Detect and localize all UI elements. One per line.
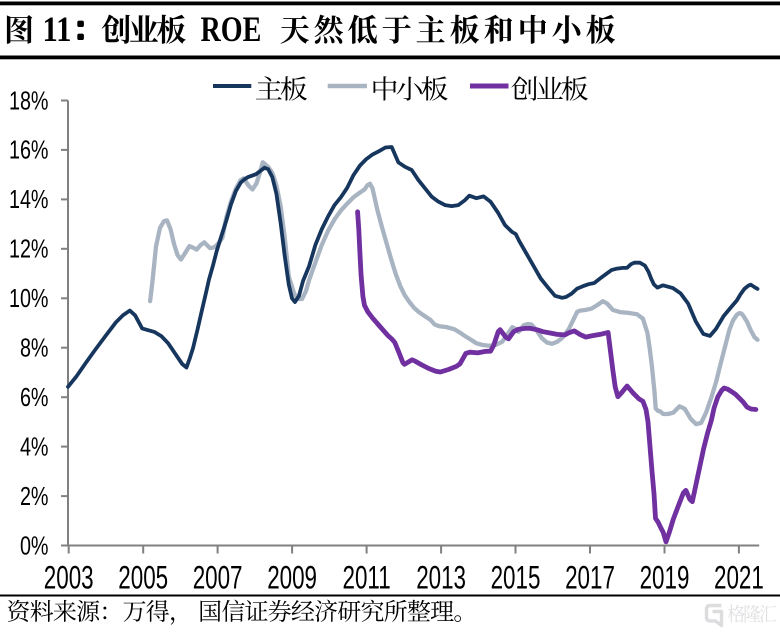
svg-text:4%: 4% bbox=[20, 432, 49, 461]
svg-text:11: 11 bbox=[43, 10, 72, 50]
svg-text:14%: 14% bbox=[9, 185, 49, 214]
svg-text:2013: 2013 bbox=[416, 560, 466, 596]
svg-text:2009: 2009 bbox=[267, 560, 317, 596]
svg-text:2005: 2005 bbox=[118, 560, 168, 596]
svg-text:8%: 8% bbox=[20, 333, 49, 362]
svg-text:2015: 2015 bbox=[491, 560, 541, 596]
svg-text:2%: 2% bbox=[20, 481, 49, 510]
svg-text:16%: 16% bbox=[9, 135, 49, 164]
svg-text:2011: 2011 bbox=[343, 560, 391, 596]
svg-text:0%: 0% bbox=[20, 531, 49, 560]
svg-text:2019: 2019 bbox=[640, 560, 690, 596]
svg-text:ROE: ROE bbox=[201, 9, 262, 49]
svg-text:10%: 10% bbox=[9, 283, 49, 312]
svg-text:2003: 2003 bbox=[44, 560, 94, 596]
svg-text:12%: 12% bbox=[9, 234, 49, 263]
svg-text:6%: 6% bbox=[20, 382, 49, 411]
svg-text:2017: 2017 bbox=[565, 560, 615, 596]
svg-text:18%: 18% bbox=[9, 86, 49, 115]
svg-text:2021: 2021 bbox=[714, 560, 764, 596]
svg-text:2007: 2007 bbox=[193, 560, 243, 596]
